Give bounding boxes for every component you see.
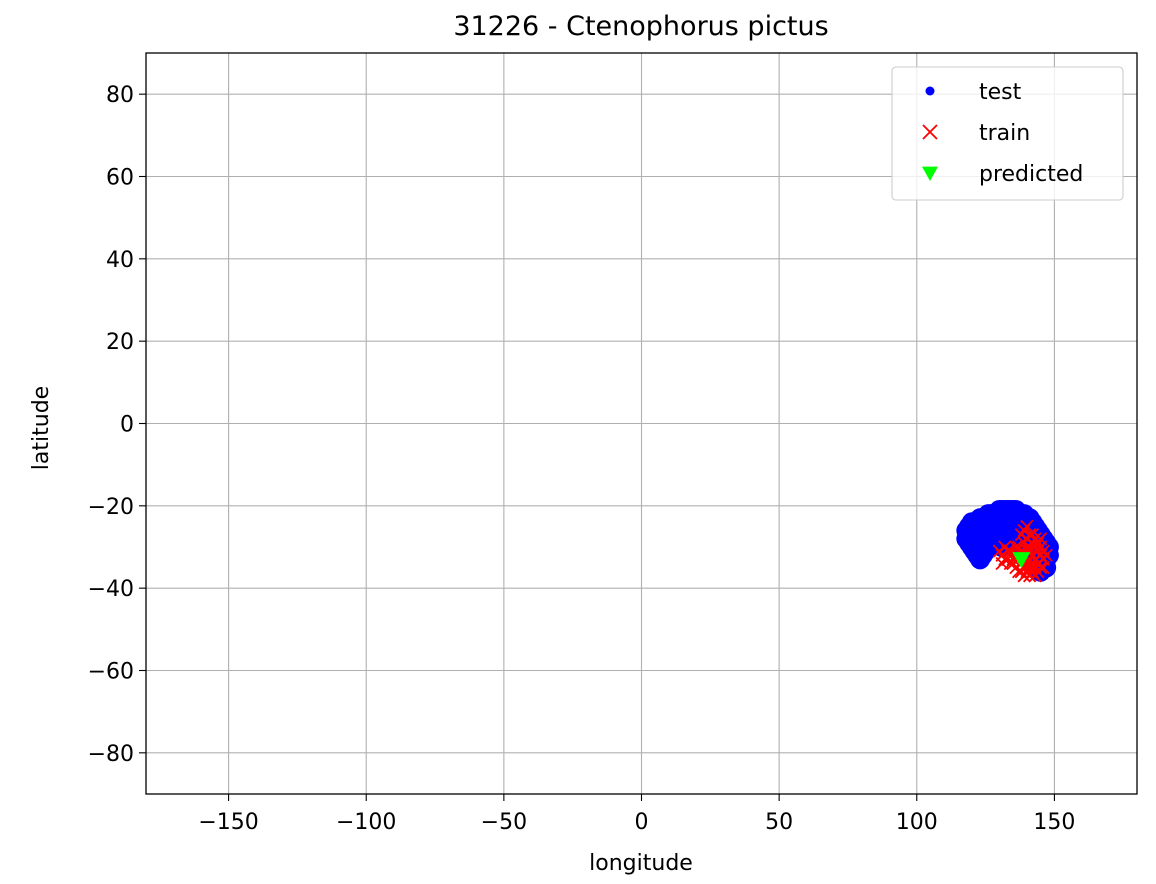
y-tick-label: 40 (106, 248, 134, 273)
train-point (1020, 519, 1034, 534)
test-point (975, 528, 996, 549)
x-tick-label: −50 (481, 810, 527, 835)
legend-label-test: test (979, 80, 1022, 105)
legend-marker-test (925, 86, 935, 96)
train-point (1000, 544, 1015, 558)
legend-marker-predicted (922, 166, 938, 181)
train-point (1014, 528, 1029, 542)
axes: −150 −100 −50 0 50 100 150 80 60 40 20 0 −20 −40 −60 −8… (88, 52, 1138, 835)
x-tick-label: 0 (635, 810, 649, 835)
chart-title: 31226 - Ctenophorus pictus (453, 11, 828, 42)
series-predicted (1012, 552, 1031, 569)
train-point (1031, 565, 1045, 579)
y-tick-label: −80 (88, 742, 134, 767)
x-tick-label: −150 (198, 810, 258, 835)
test-point (959, 524, 980, 545)
train-point (1036, 560, 1051, 575)
x-axis-label: longitude (589, 851, 693, 876)
train-point (995, 556, 1009, 571)
x-tick-label: 150 (1033, 810, 1075, 835)
legend: test train predicted (891, 66, 1124, 201)
y-tick-label: 20 (106, 330, 134, 355)
y-tick-label: 80 (106, 83, 134, 108)
legend-label-predicted: predicted (979, 162, 1083, 187)
legend-label-train: train (979, 121, 1030, 146)
y-tick-label: −60 (88, 660, 134, 685)
axes-frame (145, 52, 1138, 795)
predicted-point (1012, 552, 1031, 569)
train-point (1039, 548, 1053, 562)
y-tick-label: −40 (88, 577, 134, 602)
grid (146, 53, 1137, 794)
y-tick-label: −20 (88, 495, 134, 520)
train-point (1011, 565, 1026, 579)
legend-box (891, 66, 1124, 201)
legend-marker-train (922, 124, 938, 140)
train-point (1034, 532, 1048, 546)
x-tick-label: −100 (336, 810, 396, 835)
train-point (1023, 569, 1037, 583)
y-tick-label: 0 (120, 413, 134, 438)
plot-area (956, 499, 1059, 583)
train-point (1025, 528, 1040, 542)
train-point (1017, 569, 1031, 583)
x-tick-label: 100 (896, 810, 938, 835)
series-train (992, 519, 1053, 583)
x-tick-label: 50 (765, 810, 793, 835)
y-axis-label: latitude (29, 386, 54, 470)
train-point (1009, 540, 1023, 554)
y-tick-label: 60 (106, 166, 134, 191)
